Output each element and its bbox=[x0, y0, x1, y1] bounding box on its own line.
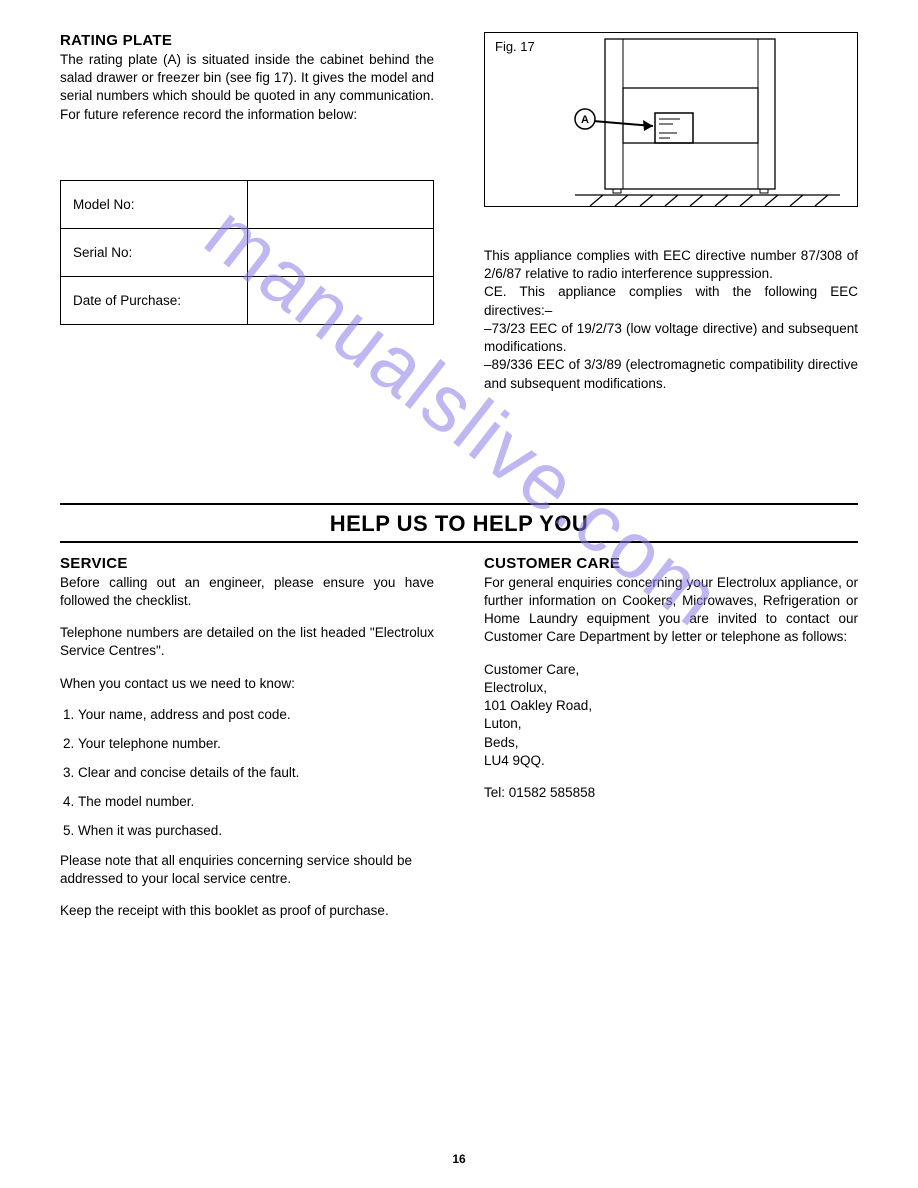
list-item: Your name, address and post code. bbox=[78, 707, 434, 722]
address-line: Customer Care, bbox=[484, 661, 858, 679]
service-p2: Telephone numbers are detailed on the li… bbox=[60, 624, 434, 660]
figure-compliance-column: Fig. 17 A bbox=[484, 32, 858, 393]
model-no-value bbox=[247, 180, 434, 228]
rating-plate-heading: RATING PLATE bbox=[60, 32, 434, 49]
list-item: Your telephone number. bbox=[78, 736, 434, 751]
page-number: 16 bbox=[452, 1152, 465, 1166]
rating-plate-paragraph: The rating plate (A) is situated inside … bbox=[60, 51, 434, 124]
list-item: The model number. bbox=[78, 794, 434, 809]
table-row: Date of Purchase: bbox=[61, 276, 434, 324]
lower-columns: SERVICE Before calling out an engineer, … bbox=[60, 555, 858, 921]
date-purchase-label: Date of Purchase: bbox=[61, 276, 248, 324]
fridge-diagram-icon: A bbox=[485, 33, 865, 208]
figure-17-box: Fig. 17 A bbox=[484, 32, 858, 207]
address-line: Luton, bbox=[484, 715, 858, 733]
list-item: Clear and concise details of the fault. bbox=[78, 765, 434, 780]
list-item: When it was purchased. bbox=[78, 823, 434, 838]
serial-no-label: Serial No: bbox=[61, 228, 248, 276]
service-p4: Please note that all enquiries concernin… bbox=[60, 852, 434, 888]
callout-a-label: A bbox=[581, 114, 589, 126]
date-purchase-value bbox=[247, 276, 434, 324]
info-table: Model No: Serial No: Date of Purchase: bbox=[60, 180, 434, 325]
address-line: Electrolux, bbox=[484, 679, 858, 697]
compliance-p3: –73/23 EEC of 19/2/73 (low voltage direc… bbox=[484, 320, 858, 356]
customer-care-p1: For general enquiries concerning your El… bbox=[484, 574, 858, 647]
service-needs-list: Your name, address and post code. Your t… bbox=[78, 707, 434, 838]
table-row: Serial No: bbox=[61, 228, 434, 276]
address-line: LU4 9QQ. bbox=[484, 752, 858, 770]
compliance-p1: This appliance complies with EEC directi… bbox=[484, 247, 858, 283]
service-p1: Before calling out an engineer, please e… bbox=[60, 574, 434, 610]
rating-plate-column: RATING PLATE The rating plate (A) is sit… bbox=[60, 32, 434, 393]
service-heading: SERVICE bbox=[60, 555, 434, 572]
upper-columns: RATING PLATE The rating plate (A) is sit… bbox=[60, 32, 858, 393]
customer-care-column: CUSTOMER CARE For general enquiries conc… bbox=[484, 555, 858, 921]
serial-no-value bbox=[247, 228, 434, 276]
model-no-label: Model No: bbox=[61, 180, 248, 228]
address-line: Beds, bbox=[484, 734, 858, 752]
compliance-block: This appliance complies with EEC directi… bbox=[484, 247, 858, 393]
telephone-line: Tel: 01582 585858 bbox=[484, 784, 858, 802]
help-us-banner: HELP US TO HELP YOU bbox=[60, 505, 858, 541]
service-column: SERVICE Before calling out an engineer, … bbox=[60, 555, 434, 921]
table-row: Model No: bbox=[61, 180, 434, 228]
compliance-p4: –89/336 EEC of 3/3/89 (electromagnetic c… bbox=[484, 356, 858, 392]
banner-rule-bottom bbox=[60, 541, 858, 543]
service-p3: When you contact us we need to know: bbox=[60, 675, 434, 693]
address-line: 101 Oakley Road, bbox=[484, 697, 858, 715]
customer-care-heading: CUSTOMER CARE bbox=[484, 555, 858, 572]
service-p5: Keep the receipt with this booklet as pr… bbox=[60, 902, 434, 920]
compliance-p2: CE. This appliance complies with the fol… bbox=[484, 283, 858, 319]
